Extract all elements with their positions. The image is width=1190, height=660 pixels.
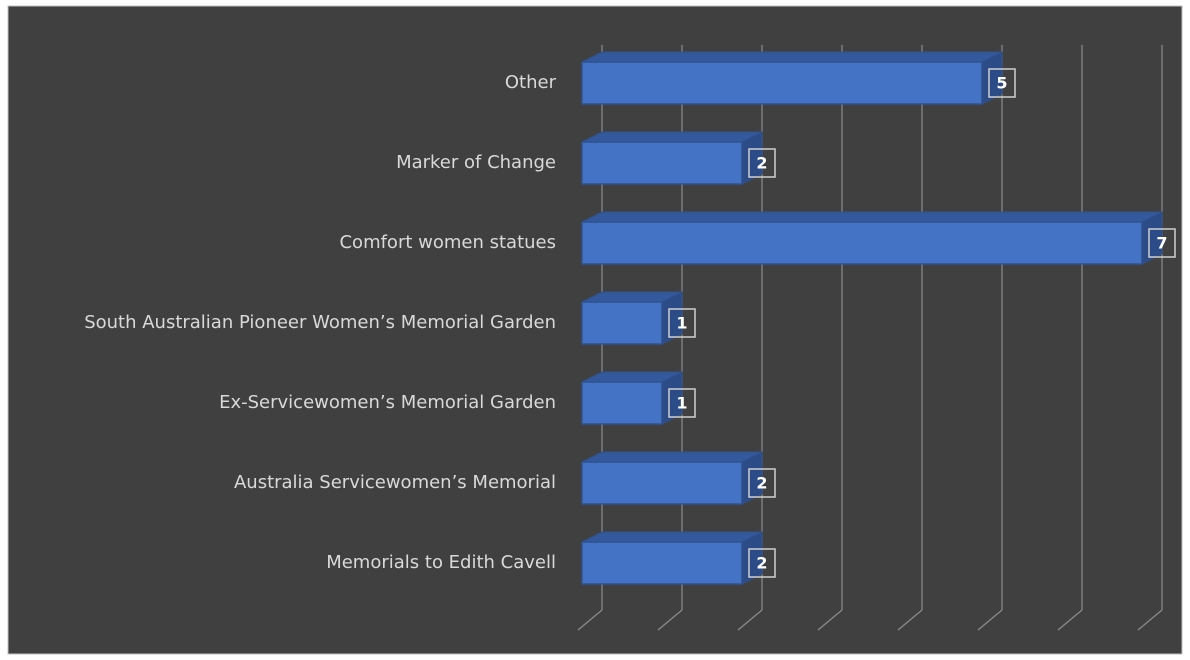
category-label: Memorials to Edith Cavell (326, 552, 556, 573)
value-label-box (748, 468, 776, 498)
value-label-box (668, 388, 696, 418)
grid-line-floor (737, 609, 763, 631)
value-label-box (1148, 228, 1176, 258)
bar-top (581, 531, 763, 543)
bar-top (581, 451, 763, 463)
category-label: Comfort women statues (339, 232, 556, 253)
grid-line-floor (1137, 609, 1163, 631)
value-label: 2 (756, 154, 767, 173)
value-label-box (748, 548, 776, 578)
category-label: Marker of Change (396, 152, 556, 173)
bar-top (581, 131, 763, 143)
grid-line-floor (1057, 609, 1083, 631)
value-label: 7 (1156, 234, 1167, 253)
value-label: 2 (756, 474, 767, 493)
value-label: 5 (996, 74, 1007, 93)
grid-line-floor (977, 609, 1003, 631)
value-label: 1 (676, 394, 687, 413)
grid-line-floor (657, 609, 683, 631)
value-label-box (668, 308, 696, 338)
grid-line-floor (817, 609, 843, 631)
value-label: 2 (756, 554, 767, 573)
value-label-box (748, 148, 776, 178)
bar (581, 461, 743, 505)
bar (581, 541, 743, 585)
bar-top (581, 51, 1003, 63)
value-label-box (988, 68, 1016, 98)
bar (581, 141, 743, 185)
grid-line-floor (577, 609, 603, 631)
category-label: Ex-Servicewomen’s Memorial Garden (219, 392, 556, 413)
bar (581, 221, 1143, 265)
bar (581, 301, 663, 345)
category-label: Australia Servicewomen’s Memorial (234, 472, 556, 493)
grid-line-floor (897, 609, 923, 631)
bar (581, 61, 983, 105)
bar-top (581, 211, 1163, 223)
bar (581, 381, 663, 425)
value-label: 1 (676, 314, 687, 333)
category-label: South Australian Pioneer Women’s Memoria… (84, 312, 556, 333)
category-label: Other (505, 72, 557, 93)
